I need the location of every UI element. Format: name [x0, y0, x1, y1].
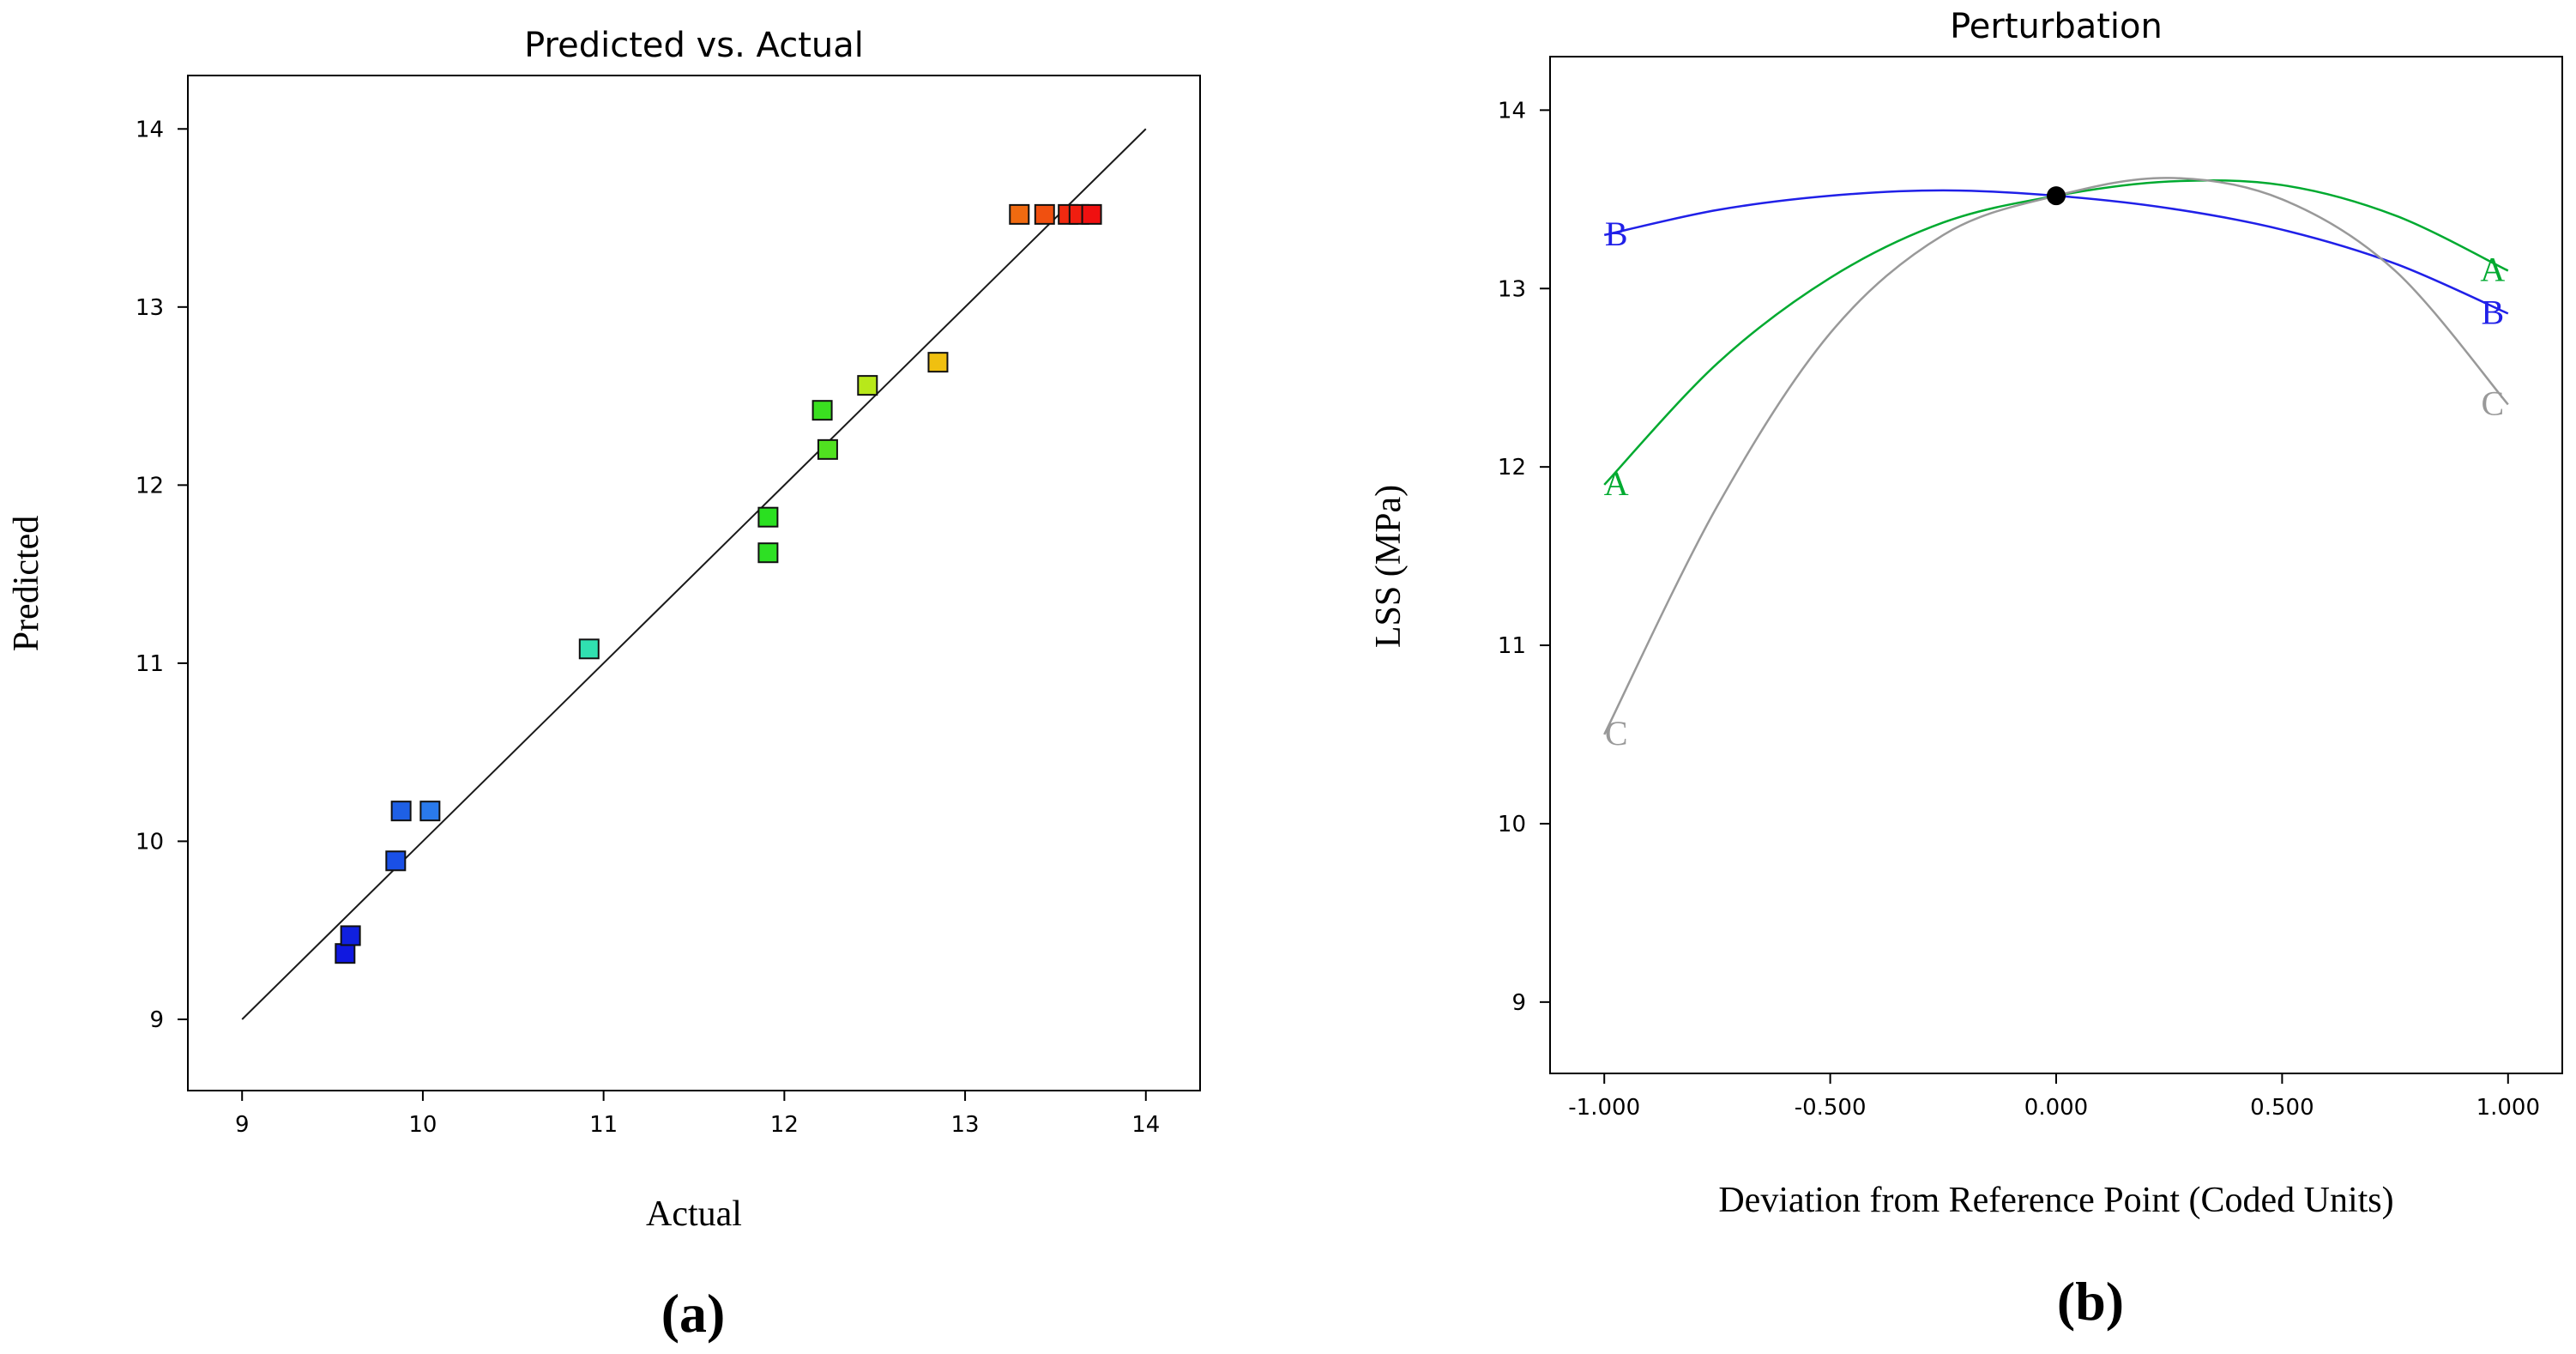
panel-label-a: (a) [661, 1283, 726, 1344]
chart-a-y-tick-label: 10 [136, 829, 164, 855]
chart-b-x-axis-label: Deviation from Reference Point (Coded Un… [1718, 1181, 2393, 1220]
chart-b: Perturbation Deviation from Reference Po… [1369, 7, 2563, 1332]
chart-a-x-tick-label: 10 [408, 1112, 437, 1138]
chart-a-data-point [927, 352, 949, 373]
chart-b-series-B-label-end: B [2481, 293, 2504, 331]
chart-a-data-point [340, 925, 361, 946]
chart-a-title: Predicted vs. Actual [524, 26, 864, 65]
chart-a: Predicted vs. Actual Actual Predicted 9 1… [7, 26, 1201, 1344]
chart-b-y-tick-label: 9 [1511, 990, 1526, 1016]
chart-b-series-A-label-end: A [2480, 250, 2505, 288]
chart-b-series-C-line [1603, 177, 2509, 735]
chart-a-data-point [578, 638, 600, 660]
chart-b-series-A-line [1603, 178, 2509, 486]
chart-a-y-tick-label: 12 [136, 473, 164, 499]
chart-a-plot-frame [187, 75, 1201, 1091]
chart-a-data-point [335, 943, 356, 964]
chart-a-x-tick-label: 14 [1131, 1112, 1160, 1138]
chart-b-plot-frame [1549, 56, 2563, 1074]
chart-a-data-point [1034, 203, 1055, 225]
chart-a-data-point [811, 400, 833, 421]
chart-b-reference-point [2047, 186, 2066, 206]
chart-b-y-tick-label: 10 [1498, 812, 1526, 837]
chart-a-y-tick-label: 9 [149, 1007, 164, 1033]
chart-b-y-tick-label: 13 [1498, 276, 1526, 302]
panel-label-b: (b) [2057, 1271, 2124, 1332]
chart-a-x-axis-label: Actual [646, 1194, 742, 1234]
chart-a-data-point [1081, 203, 1102, 225]
chart-a-points [335, 203, 1102, 964]
chart-a-ticks: 9 10 11 12 13 14 9 10 11 12 13 14 [136, 117, 1160, 1138]
chart-a-x-tick-label: 13 [951, 1112, 980, 1138]
chart-a-data-point [757, 506, 779, 528]
chart-b-x-tick-label: -0.500 [1795, 1095, 1867, 1121]
chart-a-data-point [817, 438, 838, 460]
chart-b-y-tick-label: 11 [1498, 633, 1526, 659]
chart-a-y-tick-label: 14 [136, 117, 164, 142]
chart-b-title: Perturbation [1950, 7, 2163, 46]
chart-b-series-B-label-start: B [1605, 215, 1628, 253]
chart-b-x-tick-label: 1.000 [2476, 1095, 2540, 1121]
chart-a-reference-line [241, 128, 1147, 1020]
chart-a-x-tick-label: 9 [235, 1112, 250, 1138]
chart-a-y-axis-label: Predicted [7, 516, 46, 652]
chart-b-x-tick-label: 0.500 [2250, 1095, 2314, 1121]
chart-b-series-C-label-end: C [2481, 384, 2504, 422]
chart-a-data-point [390, 801, 412, 822]
chart-a-data-point [1009, 203, 1030, 225]
chart-b-series-A-label-start: A [1604, 464, 1629, 503]
chart-b-x-tick-label: 0.000 [2024, 1095, 2088, 1121]
chart-b-series-C-label-start: C [1605, 714, 1628, 753]
chart-a-data-point [385, 850, 407, 872]
chart-a-y-tick-label: 11 [136, 651, 164, 677]
chart-a-data-point [757, 542, 779, 564]
chart-a-data-point [419, 801, 441, 822]
chart-b-y-tick-label: 12 [1498, 455, 1526, 481]
chart-a-data-point [857, 375, 878, 396]
chart-a-x-tick-label: 12 [770, 1112, 799, 1138]
chart-b-y-axis-label: LSS (MPa) [1369, 485, 1409, 648]
chart-a-y-tick-label: 13 [136, 295, 164, 321]
chart-b-ticks: -1.000 -0.500 0.000 0.500 1.000 9 10 11 12 13 14 [1498, 98, 2540, 1121]
chart-a-x-tick-label: 11 [589, 1112, 618, 1138]
chart-b-x-tick-label: -1.000 [1568, 1095, 1640, 1121]
chart-b-y-tick-label: 14 [1498, 98, 1526, 124]
